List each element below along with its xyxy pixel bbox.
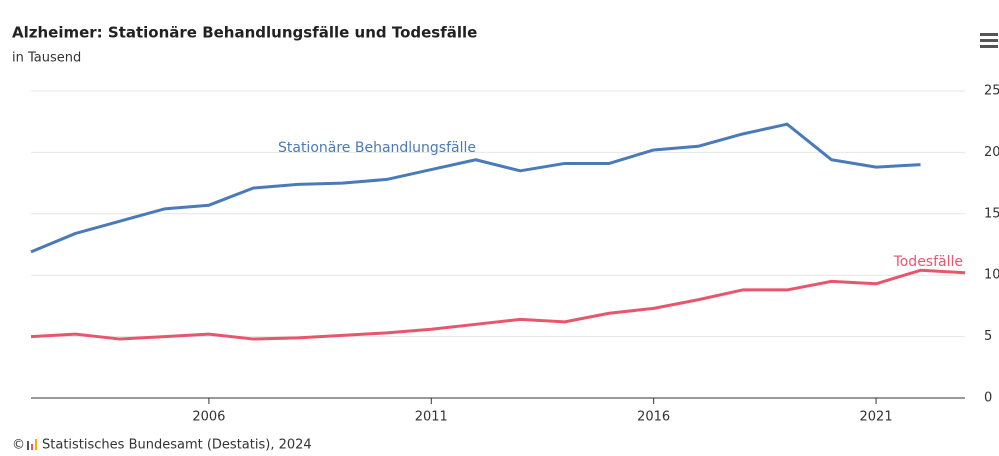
menu-bar[interactable]	[980, 45, 998, 48]
menu-bar[interactable]	[980, 33, 998, 36]
y-tick-label: 15	[984, 206, 999, 221]
series-line	[30, 122, 921, 254]
logo-bar	[35, 439, 37, 450]
x-tick-label: 2016	[637, 410, 670, 425]
menu-bar[interactable]	[980, 39, 998, 42]
menu-icon[interactable]	[980, 33, 998, 48]
source: Statistisches Bundesamt (Destatis), 2024	[42, 438, 312, 453]
chart-subtitle: in Tausend	[12, 51, 81, 66]
series-label: Todesfälle	[893, 254, 963, 270]
logo-bar	[27, 441, 29, 450]
y-tick-label: 10	[984, 268, 999, 283]
chart-title: Alzheimer: Stationäre Behandlungsfälle u…	[12, 24, 477, 42]
logo-bar	[31, 444, 33, 450]
y-tick-label: 25	[984, 84, 999, 99]
y-tick-label: 5	[984, 329, 992, 344]
series-line	[30, 268, 966, 341]
y-tick-label: 20	[984, 145, 999, 160]
y-tick-label: 0	[984, 391, 992, 406]
x-tick-label: 2021	[860, 410, 893, 425]
logo	[27, 439, 37, 450]
copyright: ©	[12, 438, 25, 453]
x-tick-label: 2006	[192, 410, 225, 425]
x-tick-label: 2011	[415, 410, 448, 425]
series-label: Stationäre Behandlungsfälle	[278, 140, 476, 156]
